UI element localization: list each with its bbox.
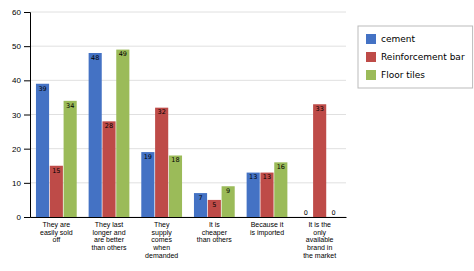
y-tick: 60 bbox=[12, 8, 30, 17]
grid-line bbox=[30, 114, 346, 115]
bar bbox=[208, 200, 221, 217]
x-tick: Theysupplycomeswhendemanded bbox=[145, 221, 178, 259]
y-tick: 30 bbox=[12, 111, 30, 120]
y-tick-mark bbox=[24, 217, 30, 218]
legend-swatch bbox=[366, 70, 376, 80]
y-tick-mark bbox=[24, 80, 30, 81]
x-axis: They areeasily soldoff They lastlonger an… bbox=[31, 218, 347, 259]
bar bbox=[116, 50, 129, 217]
bar bbox=[194, 193, 207, 217]
y-tick-mark bbox=[24, 46, 30, 47]
grid-line bbox=[30, 12, 346, 13]
y-tick-label: 60 bbox=[12, 8, 21, 17]
bar bbox=[222, 186, 235, 217]
bar bbox=[274, 162, 287, 217]
data-label: 19 bbox=[144, 153, 152, 161]
y-tick: 20 bbox=[12, 145, 30, 154]
data-label: 34 bbox=[66, 102, 74, 110]
y-tick-label: 40 bbox=[12, 76, 21, 85]
plot: 0102030405060They areeasily soldoffThey … bbox=[12, 8, 346, 259]
y-tick-label: 50 bbox=[12, 42, 21, 51]
y-tick-label: 10 bbox=[12, 179, 21, 188]
data-label: 13 bbox=[249, 173, 257, 181]
data-label: 49 bbox=[119, 50, 127, 58]
y-tick: 0 bbox=[17, 213, 30, 222]
y-tick-mark bbox=[24, 183, 30, 184]
data-label: 18 bbox=[171, 156, 179, 164]
bar bbox=[247, 173, 260, 217]
x-tick-label: It ischeaperthan others bbox=[197, 221, 233, 243]
bar bbox=[36, 84, 49, 217]
bar bbox=[89, 53, 102, 217]
legend-swatch bbox=[366, 34, 376, 44]
y-tick: 10 bbox=[12, 179, 30, 188]
data-labels: 39 48 19 7 13 0 15 28 32 5 13 33 34 49 18 9 16 0 bbox=[38, 50, 335, 217]
y-tick-label: 0 bbox=[17, 213, 22, 222]
bar bbox=[50, 166, 63, 217]
grid-line bbox=[30, 46, 346, 47]
y-tick-mark bbox=[24, 115, 30, 116]
legend-swatch bbox=[366, 52, 376, 62]
x-tick: Because itis imported bbox=[250, 221, 284, 237]
data-label: 16 bbox=[277, 163, 285, 171]
legend-item: cement bbox=[366, 34, 415, 45]
y-tick: 40 bbox=[12, 76, 30, 85]
grid-line bbox=[30, 80, 346, 81]
bar bbox=[155, 108, 168, 217]
data-label: 15 bbox=[52, 167, 60, 175]
legend-item: Reinforcement bar bbox=[366, 52, 465, 63]
y-tick-mark bbox=[24, 12, 30, 13]
bar bbox=[102, 121, 115, 217]
grid-line bbox=[30, 217, 346, 218]
x-tick-label: Because itis imported bbox=[250, 221, 284, 237]
data-label: 48 bbox=[91, 54, 99, 62]
bar bbox=[141, 152, 154, 217]
x-tick: They lastlonger andare betterthan others bbox=[91, 221, 127, 251]
x-tick-label: They lastlonger andare betterthan others bbox=[91, 221, 127, 251]
data-label: 5 bbox=[212, 201, 216, 209]
chart: 0102030405060They areeasily soldoffThey … bbox=[0, 0, 474, 271]
data-label: 28 bbox=[105, 122, 113, 130]
bar bbox=[260, 173, 273, 217]
y-axis-line bbox=[24, 13, 31, 218]
grid-line bbox=[30, 148, 346, 149]
data-label: 0 bbox=[304, 209, 308, 217]
bar bbox=[169, 156, 182, 218]
legend-item: Floor tiles bbox=[366, 70, 425, 81]
y-tick: 50 bbox=[12, 42, 30, 51]
x-tick-label: Theysupplycomeswhendemanded bbox=[145, 221, 178, 259]
legend-frame bbox=[358, 26, 473, 88]
data-label: 33 bbox=[316, 105, 324, 113]
data-label: 13 bbox=[263, 173, 271, 181]
y-axis: 0 10 20 30 40 50 60 bbox=[12, 8, 30, 222]
data-label: 32 bbox=[158, 108, 166, 116]
legend: cement Reinforcement bar Floor tiles bbox=[358, 26, 473, 88]
x-tick-label: It is theonlyavailablebrand inthe market bbox=[303, 221, 336, 259]
legend-label: cement bbox=[381, 34, 415, 44]
x-axis-line bbox=[31, 217, 347, 218]
bars bbox=[36, 50, 326, 217]
data-label: 9 bbox=[226, 187, 230, 195]
y-tick-label: 30 bbox=[12, 111, 21, 120]
bar bbox=[64, 101, 77, 217]
legend-label: Reinforcement bar bbox=[381, 52, 465, 62]
x-tick: It ischeaperthan others bbox=[197, 221, 233, 243]
data-label: 0 bbox=[331, 209, 335, 217]
bar bbox=[313, 104, 326, 217]
x-tick: It is theonlyavailablebrand inthe market bbox=[303, 221, 336, 259]
data-label: 7 bbox=[198, 194, 202, 202]
grid-line bbox=[30, 182, 346, 183]
y-tick-label: 20 bbox=[12, 145, 21, 154]
x-tick-label: They areeasily soldoff bbox=[40, 221, 73, 243]
y-tick-mark bbox=[24, 149, 30, 150]
grid bbox=[30, 12, 346, 217]
legend-label: Floor tiles bbox=[381, 70, 425, 80]
x-tick: They areeasily soldoff bbox=[40, 221, 73, 243]
data-label: 39 bbox=[38, 85, 46, 93]
